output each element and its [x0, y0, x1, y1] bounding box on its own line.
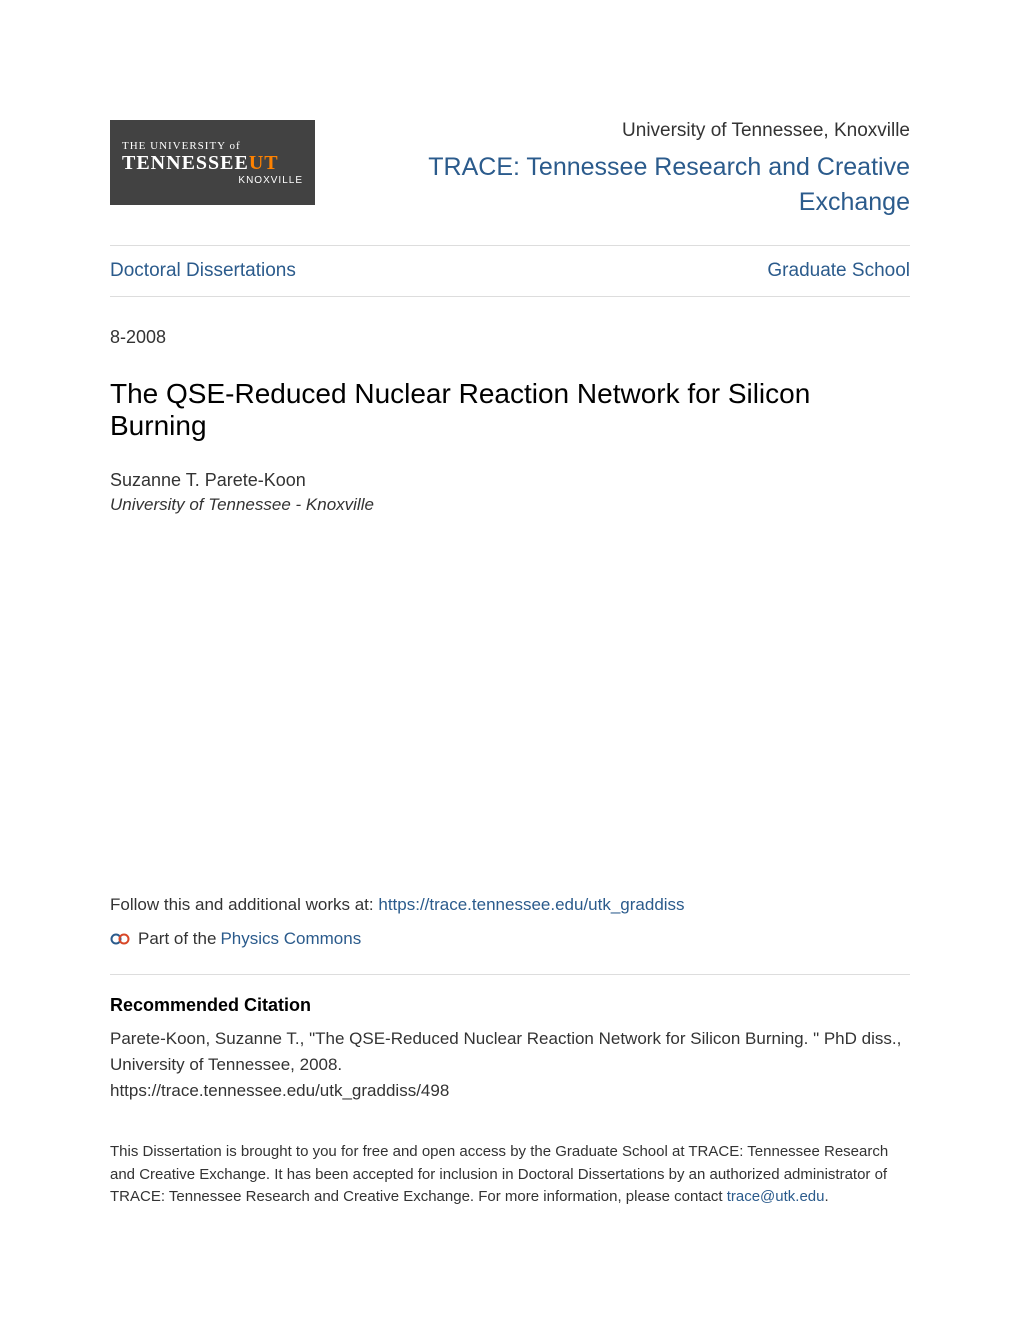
logo-text-white: TENNESSEE: [122, 152, 249, 174]
content-spacer: [110, 515, 910, 895]
trace-title-link[interactable]: TRACE: Tennessee Research and Creative E…: [335, 150, 910, 220]
footer-email-link[interactable]: trace@utk.edu: [727, 1188, 825, 1205]
nav-bar: Doctoral Dissertations Graduate School: [110, 245, 910, 297]
header-text-block: University of Tennessee, Knoxville TRACE…: [315, 120, 910, 220]
section-divider: [110, 974, 910, 975]
nav-link-dissertations[interactable]: Doctoral Dissertations: [110, 260, 296, 282]
network-icon: [110, 929, 130, 949]
university-name: University of Tennessee, Knoxville: [335, 120, 910, 142]
footer-suffix: .: [824, 1188, 828, 1205]
follow-works-line: Follow this and additional works at: htt…: [110, 895, 910, 915]
commons-line: Part of the Physics Commons: [110, 929, 910, 949]
logo-line-2: TENNESSEEUT: [122, 152, 303, 175]
nav-link-graduate-school[interactable]: Graduate School: [767, 260, 910, 282]
citation-url: https://trace.tennessee.edu/utk_graddiss…: [110, 1081, 910, 1101]
citation-heading: Recommended Citation: [110, 995, 910, 1016]
citation-text: Parete-Koon, Suzanne T., "The QSE-Reduce…: [110, 1026, 910, 1077]
logo-line-3: KNOXVILLE: [122, 175, 303, 186]
footer-text: This Dissertation is brought to you for …: [110, 1141, 910, 1209]
publication-date: 8-2008: [110, 327, 910, 348]
author-affiliation: University of Tennessee - Knoxville: [110, 495, 910, 515]
commons-link[interactable]: Physics Commons: [220, 929, 361, 949]
commons-prefix: Part of the: [138, 929, 216, 949]
paper-title: The QSE-Reduced Nuclear Reaction Network…: [110, 378, 910, 442]
logo-text-orange: UT: [249, 152, 279, 174]
logo-line-1: THE UNIVERSITY of: [122, 140, 303, 152]
author-name: Suzanne T. Parete-Koon: [110, 470, 910, 491]
university-logo[interactable]: THE UNIVERSITY of TENNESSEEUT KNOXVILLE: [110, 120, 315, 205]
header-section: THE UNIVERSITY of TENNESSEEUT KNOXVILLE …: [110, 120, 910, 220]
follow-url-link[interactable]: https://trace.tennessee.edu/utk_graddiss: [378, 895, 684, 914]
follow-prefix: Follow this and additional works at:: [110, 895, 378, 914]
